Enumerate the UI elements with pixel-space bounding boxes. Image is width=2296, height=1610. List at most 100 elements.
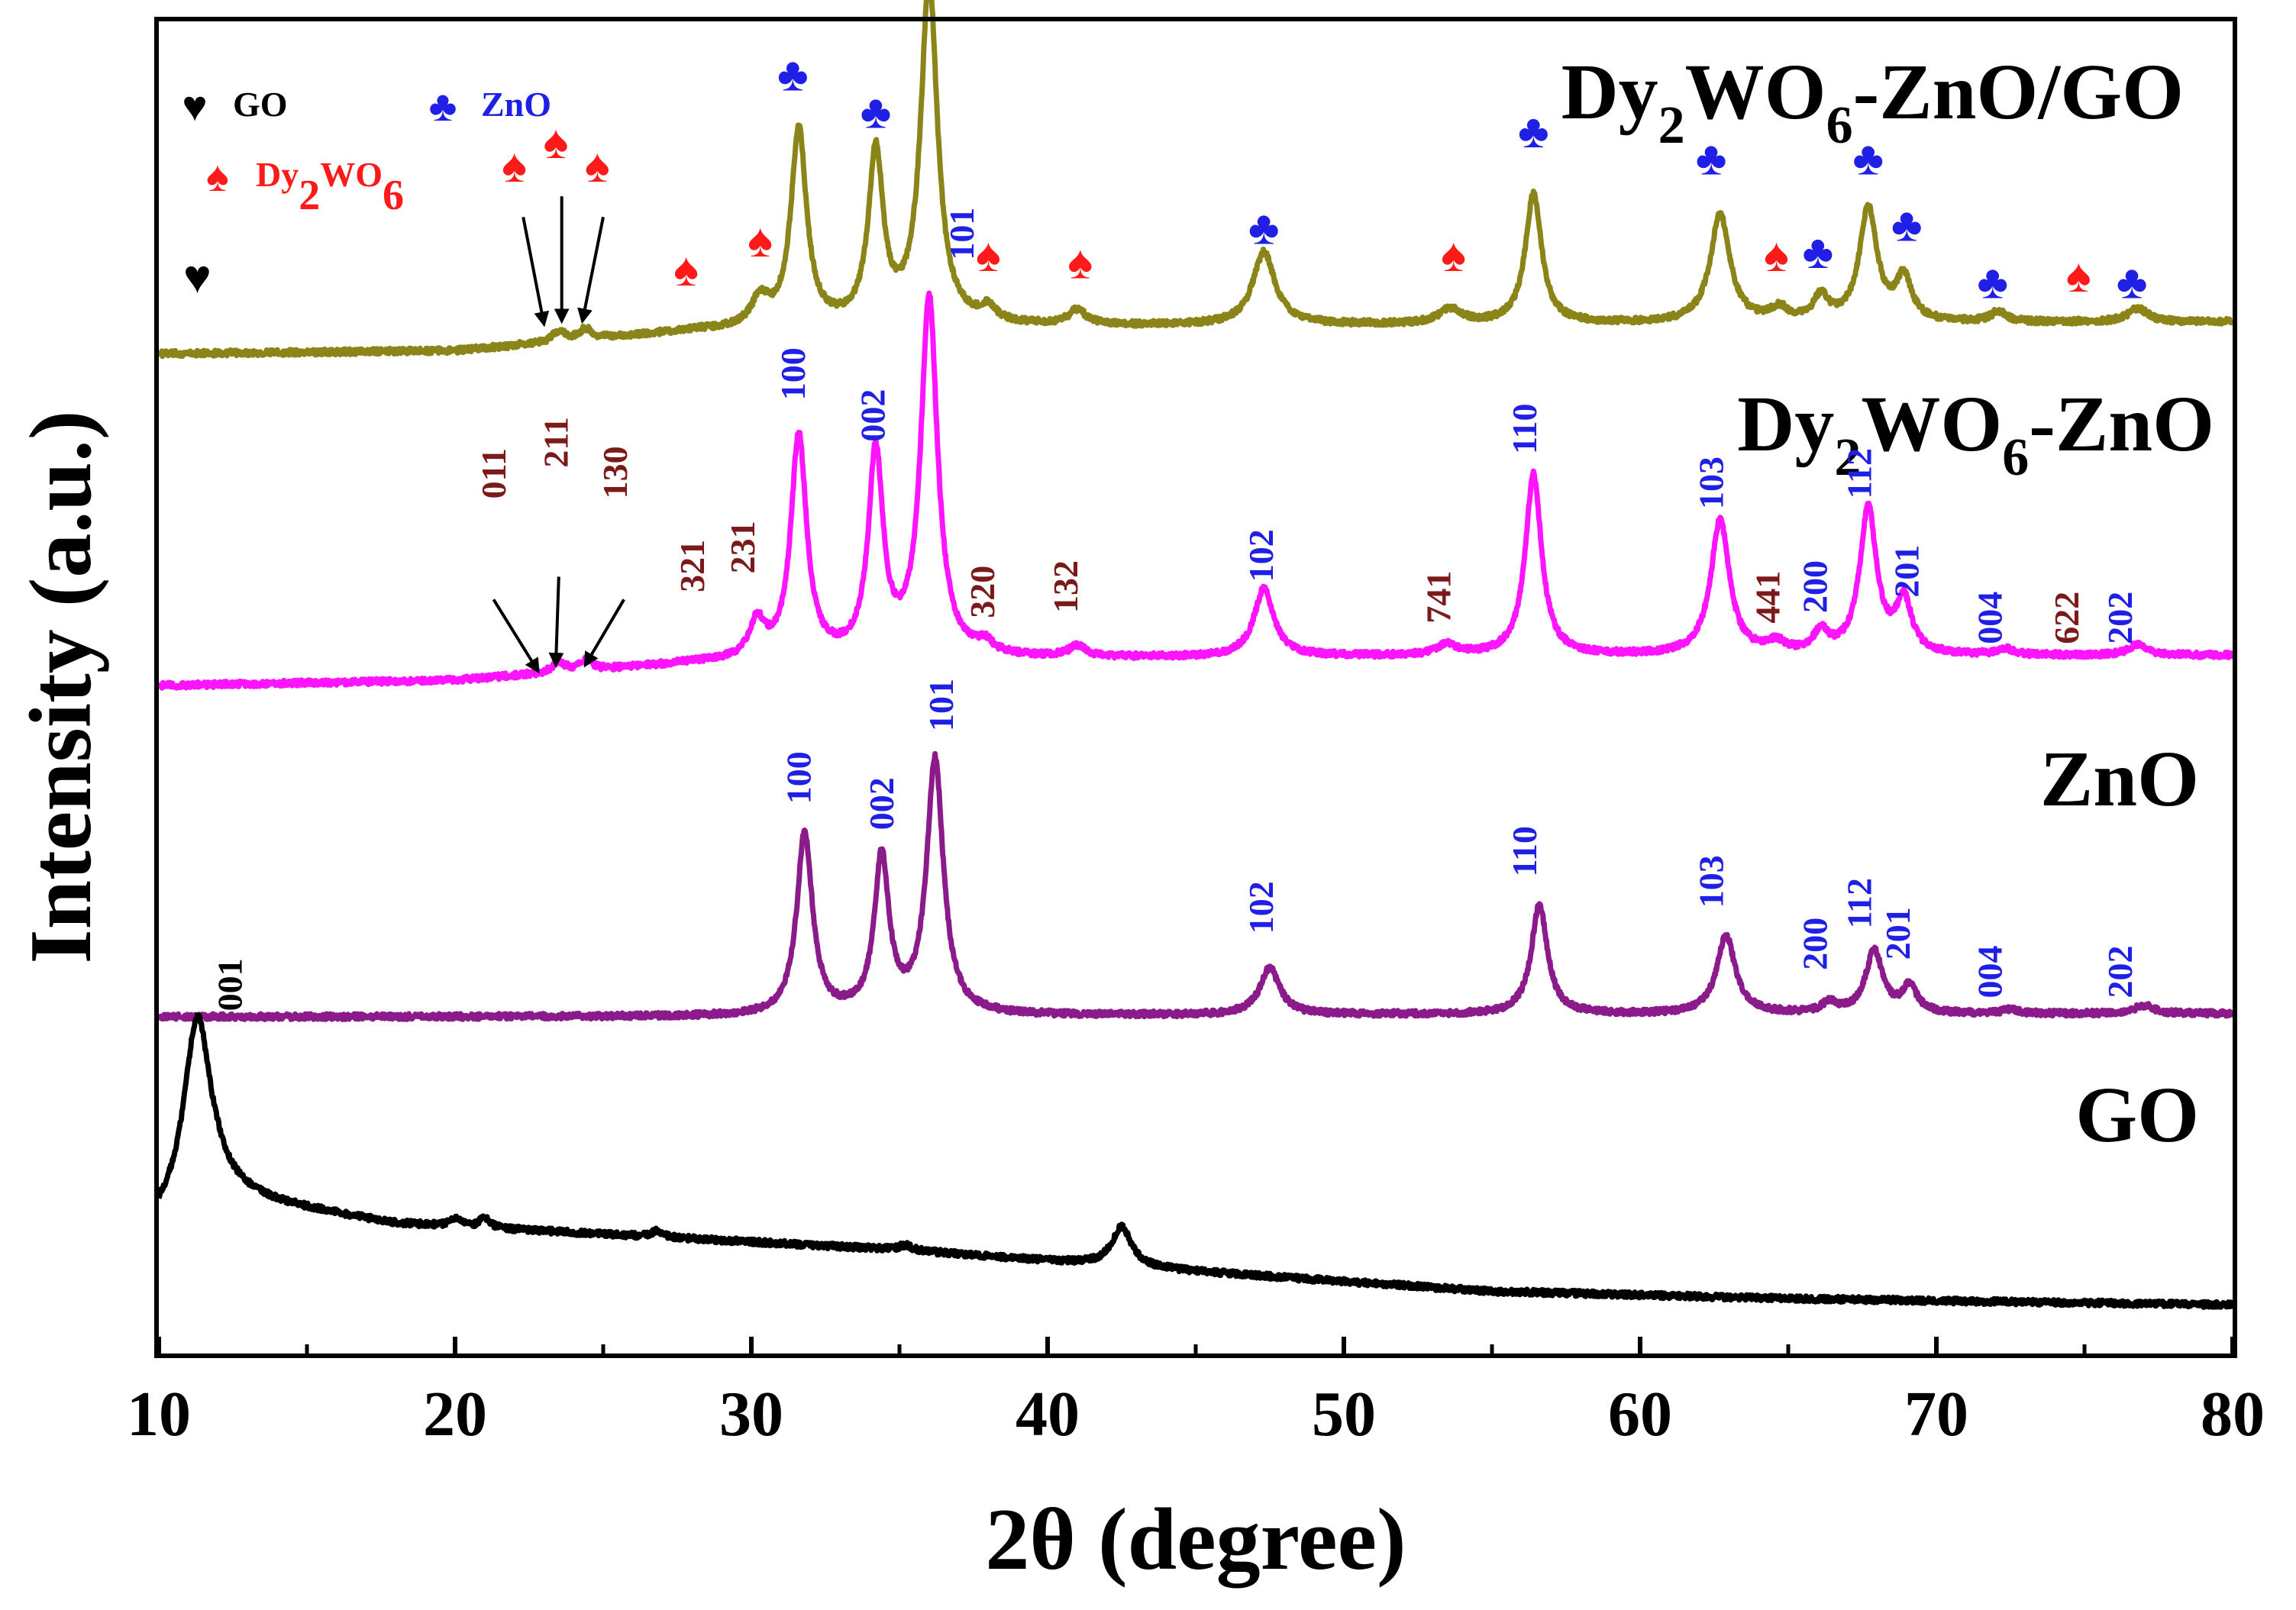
y-axis-title: Intensity (a.u.) (12, 410, 110, 963)
series-label-part: ZnO (2040, 735, 2199, 823)
phase-marker-icon: ♣ (1977, 257, 2008, 308)
series-line-1 (156, 290, 2236, 691)
phase-marker-icon: ♠ (976, 230, 1001, 282)
series-line-2 (156, 750, 2235, 1022)
hkl-label: 211 (536, 417, 575, 467)
x-tick-label: 80 (2201, 1379, 2265, 1450)
series-label-part: Dy (1561, 48, 1658, 136)
x-tick-label: 10 (127, 1379, 191, 1450)
legend-label: ZnO (481, 85, 551, 124)
hkl-label: 202 (2101, 592, 2139, 644)
phase-marker-icon: ♠ (1441, 230, 1466, 282)
phase-marker-icon: ♣ (1518, 106, 1549, 158)
legend-label-part: 6 (383, 172, 404, 219)
hkl-label: 741 (1419, 571, 1458, 624)
phase-marker-icon: ♣ (1802, 227, 1833, 279)
arrow-pointer (583, 599, 625, 668)
phase-marker-icon: ♠ (1067, 237, 1093, 289)
hkl-label: 321 (673, 540, 712, 592)
hkl-label: 103 (1692, 457, 1731, 509)
legend-label: Dy2WO6 (256, 155, 404, 219)
legend-label-part: ZnO (481, 85, 551, 124)
x-tick-label: 30 (719, 1379, 783, 1450)
x-tick-label: 50 (1312, 1379, 1376, 1450)
phase-marker-icon: ♣ (1852, 134, 1884, 186)
series-label-subscript: 2 (1834, 428, 1861, 487)
phase-marker-icon: ♣ (1248, 203, 1280, 255)
series-label-part: -ZnO/GO (1853, 48, 2184, 136)
phase-marker-icon: ♠ (543, 117, 568, 169)
x-tick-label: 70 (1904, 1379, 1968, 1450)
annotation-layer: Dy2WO6-ZnO/GO♥♠♠♠♠♠♣♣♣♠♠♣♠♣♣♠♣♣♣♣♠♣Dy2WO… (183, 48, 2214, 1159)
legend-label-part: Dy (256, 155, 299, 194)
phase-marker-icon: ♣ (861, 86, 892, 138)
hkl-label: 100 (773, 347, 812, 400)
arrow-pointer (548, 576, 564, 668)
hkl-label: 200 (1795, 560, 1834, 613)
legend: ♥ GO ♣ ZnO ♠ Dy2WO6 (182, 83, 551, 219)
hkl-label: 201 (1878, 907, 1917, 960)
hkl-label: 130 (596, 446, 635, 498)
hkl-label: 320 (963, 566, 1002, 618)
x-tick-label: 40 (1016, 1379, 1080, 1450)
hkl-label: 441 (1748, 571, 1787, 624)
arrow-pointer (577, 216, 605, 324)
hkl-label: 132 (1046, 560, 1085, 613)
hkl-label: 004 (1970, 592, 2009, 644)
hkl-label: 011 (474, 448, 513, 498)
x-axis-title: 2θ (degree) (985, 1491, 1406, 1589)
phase-marker-icon: ♥ (183, 252, 212, 304)
series-label-part: -ZnO (2029, 380, 2214, 468)
hkl-label: 201 (1887, 545, 1926, 598)
hkl-label: 103 (1692, 855, 1731, 908)
phase-marker-icon: ♠ (673, 244, 699, 296)
phase-marker-icon: ♣ (2117, 257, 2148, 308)
series-line-3 (156, 1012, 2236, 1310)
plot-frame (154, 17, 2237, 1358)
hkl-label: 622 (2047, 592, 2086, 644)
series-label-2: ZnO (2040, 735, 2199, 823)
series-label-3: GO (2075, 1071, 2199, 1159)
legend-symbol-icon: ♥ (182, 83, 207, 131)
hkl-label: 112 (1840, 448, 1879, 498)
arrow-pointer (492, 599, 540, 674)
hkl-label: 112 (1840, 878, 1879, 928)
hkl-label: 110 (1505, 403, 1544, 453)
series-label-subscript: 6 (1826, 96, 1853, 155)
phase-marker-icon: ♣ (777, 49, 809, 101)
x-tick-label: 20 (423, 1379, 487, 1450)
hkl-label: 200 (1795, 918, 1834, 970)
series-label-part: WO (1685, 48, 1826, 136)
legend-symbol-icon: ♣ (429, 83, 457, 131)
hkl-label: 002 (854, 389, 893, 442)
series-label-subscript: 6 (2002, 428, 2029, 487)
phase-marker-icon: ♠ (2066, 250, 2091, 302)
hkl-label: 110 (1505, 826, 1544, 876)
hkl-label: 002 (862, 777, 901, 830)
hkl-label: 101 (922, 679, 961, 731)
hkl-label: 004 (1970, 946, 2009, 999)
arrow-pointer (522, 216, 550, 327)
phase-marker-icon: ♠ (748, 215, 773, 267)
hkl-label: 101 (942, 208, 981, 260)
series-label-part: GO (2075, 1071, 2199, 1159)
hkl-label: 001 (211, 958, 250, 1011)
hkl-label: 102 (1242, 881, 1280, 934)
legend-label-part: 2 (299, 172, 320, 219)
phase-marker-icon: ♣ (1891, 200, 1923, 252)
series-label-subscript: 2 (1658, 96, 1685, 155)
series-label-part: Dy (1737, 380, 1834, 468)
series-label-0: Dy2WO6-ZnO/GO (1561, 48, 2184, 155)
hkl-label: 202 (2101, 946, 2139, 999)
legend-label-part: GO (233, 85, 288, 124)
phase-marker-icon: ♣ (1696, 134, 1727, 186)
axis-layer: 10 20 30 40 50 60 70 80 (127, 1337, 2265, 1450)
legend-label-part: WO (320, 155, 383, 194)
series-label-1: Dy2WO6-ZnO (1737, 380, 2214, 487)
series-line-0 (156, 0, 2235, 360)
legend-label: GO (233, 85, 288, 124)
hkl-label: 231 (723, 521, 762, 573)
hkl-label: 100 (780, 751, 819, 804)
